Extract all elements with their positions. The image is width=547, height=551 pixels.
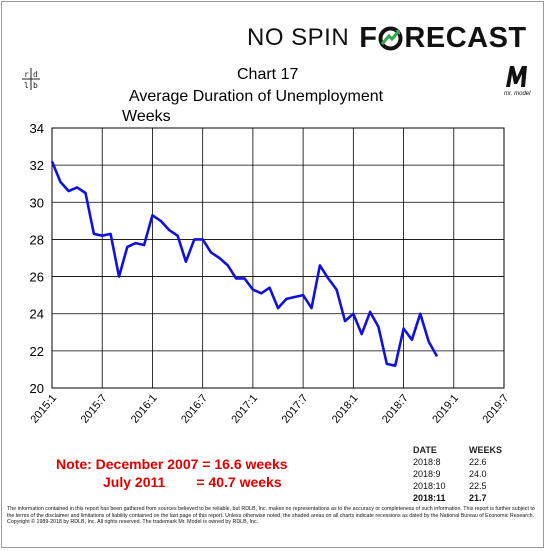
brand-forecast-f: F bbox=[359, 21, 378, 54]
note-line-1: Note: December 2007 = 16.6 weeks bbox=[56, 456, 288, 472]
row-weeks: 24.0 bbox=[469, 469, 487, 479]
row-weeks: 22.5 bbox=[469, 481, 487, 491]
y-tick-label: 20 bbox=[30, 381, 44, 396]
recession-note: Note: December 2007 = 16.6 weeks July 20… bbox=[56, 455, 288, 491]
table-row: 2018:9 24.0 bbox=[413, 468, 519, 480]
table-row: 2018:10 22.5 bbox=[413, 480, 519, 492]
row-date: 2018:9 bbox=[413, 469, 441, 479]
svg-text:d: d bbox=[33, 70, 38, 79]
row-weeks: 22.6 bbox=[469, 457, 487, 467]
row-date: 2018:11 bbox=[413, 493, 446, 503]
header-date: DATE bbox=[413, 445, 437, 455]
x-tick-label: 2015:1 bbox=[28, 392, 59, 425]
y-tick-label: 24 bbox=[30, 307, 44, 322]
x-tick-label: 2019:7 bbox=[480, 392, 511, 425]
header-weeks: WEEKS bbox=[469, 445, 503, 455]
disclaimer: The information contained in this report… bbox=[7, 506, 535, 526]
svg-text:l: l bbox=[24, 81, 29, 90]
note-line-2: July 2011 = 40.7 weeks bbox=[56, 473, 288, 491]
y-axis-units: Weeks bbox=[122, 108, 171, 125]
y-tick-label: 30 bbox=[30, 195, 44, 210]
note-line-2-text: July 2011 = 40.7 weeks bbox=[103, 474, 282, 490]
y-tick-label: 22 bbox=[30, 344, 44, 359]
table-row: 2018:11 21.7 bbox=[413, 492, 519, 504]
x-tick-label: 2016:1 bbox=[129, 392, 160, 425]
rdlb-logo: r d l b bbox=[19, 66, 43, 95]
x-tick-label: 2015:7 bbox=[79, 392, 110, 425]
chart-number: Chart 17 bbox=[237, 66, 299, 83]
x-tick-label: 2017:7 bbox=[280, 392, 311, 425]
brand-forecast-rest: RECAST bbox=[404, 21, 527, 54]
row-date: 2018:10 bbox=[413, 481, 446, 491]
x-tick-label: 2019:1 bbox=[430, 392, 461, 425]
latest-values-table: DATE WEEKS 2018:8 22.6 2018:9 24.0 2018:… bbox=[413, 444, 519, 504]
x-tick-label: 2016:7 bbox=[179, 392, 210, 425]
rdlb-mark-icon: r d l b bbox=[22, 68, 40, 90]
chart-title: Average Duration of Unemployment bbox=[129, 88, 384, 105]
x-tick-label: 2017:1 bbox=[229, 392, 260, 425]
brand-logo: NO SPIN F RECAST bbox=[247, 18, 527, 58]
table-header: DATE WEEKS bbox=[413, 444, 519, 456]
svg-text:mr. model: mr. model bbox=[504, 91, 531, 97]
brand-nospin: NO SPIN bbox=[247, 24, 350, 51]
series-line bbox=[50, 160, 439, 368]
mr-model-logo: mr. model bbox=[504, 66, 531, 97]
y-tick-label: 32 bbox=[30, 158, 44, 173]
svg-text:b: b bbox=[33, 81, 38, 90]
x-tick-label: 2018:1 bbox=[330, 392, 361, 425]
row-weeks: 21.7 bbox=[469, 493, 487, 503]
y-tick-label: 28 bbox=[30, 232, 44, 247]
forecast-arrows-icon bbox=[378, 26, 403, 50]
svg-text:r: r bbox=[24, 70, 29, 79]
plot-area bbox=[51, 127, 505, 389]
x-tick-label: 2018:7 bbox=[380, 392, 411, 425]
y-tick-label: 26 bbox=[30, 270, 44, 285]
table-row: 2018:8 22.6 bbox=[413, 456, 519, 468]
y-tick-label: 34 bbox=[30, 121, 44, 136]
row-date: 2018:8 bbox=[413, 457, 441, 467]
brand-forecast: F RECAST bbox=[359, 22, 526, 55]
